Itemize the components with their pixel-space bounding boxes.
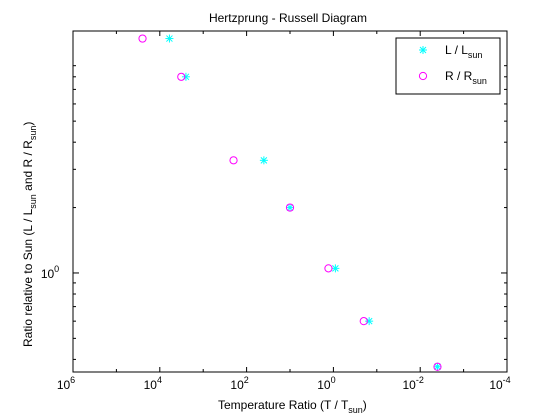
radius-point (285, 203, 295, 212)
legend-label-radius: R / Rsun (445, 69, 487, 86)
data-points (138, 34, 442, 371)
legend-label-luminosity: L / Lsun (445, 43, 482, 60)
luminosity-point (259, 156, 268, 165)
legend-circle-icon (418, 71, 428, 81)
radius-point (359, 317, 368, 326)
radius-point (177, 72, 186, 81)
radius-point (433, 362, 442, 371)
luminosity-point (286, 203, 294, 212)
radius-point (229, 156, 238, 165)
x-axis-label: Temperature Ratio (T / Tsun) (218, 398, 367, 415)
axis-ticks (72, 31, 508, 372)
radius-point (324, 264, 333, 273)
legend-asterisk-icon (419, 46, 427, 54)
legend-marker-radius (418, 71, 428, 81)
legend-marker-luminosity (419, 46, 427, 54)
luminosity-point (331, 264, 340, 273)
luminosity-point (433, 362, 442, 371)
y-axis-label: Ratio relative to Sun (L / Lsun and R / … (21, 122, 38, 347)
legend: L / Lsun R / Rsun (395, 37, 501, 95)
legend-box (395, 37, 501, 95)
chart-title: Hertzprung - Russell Diagram (209, 11, 367, 25)
luminosity-point (165, 34, 174, 43)
radius-point (138, 34, 147, 43)
